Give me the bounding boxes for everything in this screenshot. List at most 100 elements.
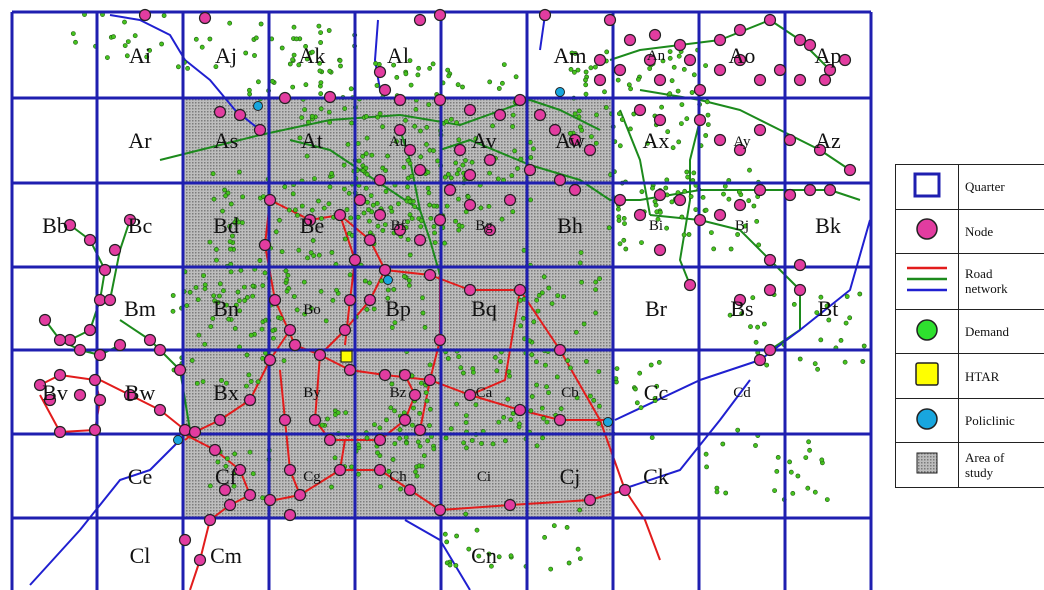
demand-point <box>304 56 310 62</box>
demand-point <box>544 384 549 390</box>
demand-point <box>660 58 666 64</box>
demand-point <box>454 171 460 177</box>
network-node <box>373 463 387 477</box>
demand-point <box>446 73 452 79</box>
demand-point <box>700 194 706 200</box>
demand-point <box>638 405 644 411</box>
demand-point <box>327 184 333 190</box>
network-node <box>353 193 367 207</box>
demand-point <box>616 206 621 212</box>
demand-point <box>541 415 546 421</box>
demand-point <box>382 222 388 227</box>
demand-point <box>634 400 640 406</box>
demand-point <box>534 443 540 449</box>
demand-point <box>422 324 428 330</box>
demand-point <box>844 294 850 299</box>
demand-point <box>577 556 583 561</box>
demand-point <box>392 320 398 325</box>
demand-point <box>255 379 261 385</box>
demand-point <box>747 167 752 173</box>
demand-point <box>405 184 410 190</box>
study-area-cell <box>355 434 441 518</box>
demand-point <box>709 230 714 235</box>
demand-point <box>124 53 130 59</box>
network-node <box>618 483 632 497</box>
demand-point <box>490 123 495 129</box>
demand-point <box>326 28 332 33</box>
network-node <box>593 73 607 87</box>
demand-point <box>356 471 361 477</box>
quarter-label: Br <box>645 296 668 321</box>
demand-point <box>303 44 308 49</box>
demand-point <box>427 362 433 368</box>
network-node <box>373 433 387 447</box>
legend-label-area-of: Area of <box>965 450 1005 466</box>
demand-point <box>803 455 809 460</box>
demand-point <box>363 165 369 171</box>
red-road <box>624 489 661 561</box>
demand-point <box>122 43 128 48</box>
study-area-cell <box>269 98 355 183</box>
demand-point <box>814 310 820 315</box>
quarter-label: Bb <box>42 213 68 238</box>
network-node <box>593 53 607 67</box>
network-node <box>283 323 297 337</box>
demand-point <box>544 419 550 425</box>
demand-point <box>528 197 533 203</box>
demand-point <box>812 361 818 367</box>
demand-point <box>411 405 416 411</box>
demand-point <box>751 203 757 209</box>
network-node <box>463 283 477 297</box>
demand-point <box>377 425 383 431</box>
quarter-label: Bk <box>815 213 841 238</box>
demand-point <box>762 321 767 327</box>
network-node <box>483 223 497 237</box>
demand-point <box>704 464 709 470</box>
demand-point <box>418 128 423 134</box>
demand-point <box>262 270 268 276</box>
demand-point <box>228 201 234 207</box>
demand-point <box>244 383 249 389</box>
demand-point <box>409 173 414 179</box>
demand-point <box>244 352 250 358</box>
network-node <box>53 368 67 382</box>
demand-point <box>223 302 229 308</box>
demand-point <box>826 317 832 323</box>
green-road <box>289 139 421 211</box>
demand-point <box>284 288 290 294</box>
demand-point <box>304 153 310 159</box>
policlinic-marker <box>603 417 613 427</box>
demand-point <box>748 324 753 330</box>
demand-point <box>463 158 468 163</box>
demand-point <box>496 86 502 91</box>
demand-point <box>257 258 263 263</box>
demand-point <box>510 112 516 118</box>
quarter-label: Cd <box>733 385 751 401</box>
demand-point <box>397 435 402 441</box>
quarter-label: Bx <box>213 380 239 405</box>
network-node <box>753 73 767 87</box>
network-node <box>773 63 787 77</box>
demand-point <box>756 242 762 248</box>
network-node <box>138 8 152 22</box>
demand-point <box>621 215 627 221</box>
network-node <box>793 73 807 87</box>
network-node <box>693 213 707 227</box>
network-node <box>733 198 747 212</box>
demand-point <box>318 288 324 294</box>
demand-point <box>316 252 322 258</box>
demand-point <box>527 139 533 145</box>
demand-point <box>617 241 623 247</box>
demand-point <box>502 438 508 444</box>
network-node <box>93 293 107 307</box>
demand-point <box>479 441 484 446</box>
network-node <box>713 208 727 222</box>
demand-point <box>498 359 503 364</box>
demand-point <box>200 379 206 384</box>
demand-point <box>539 290 545 296</box>
demand-point <box>236 169 242 175</box>
quarter-label: Cj <box>560 464 581 489</box>
network-node <box>763 13 777 27</box>
quarter-label: Al <box>387 43 409 68</box>
demand-point <box>568 67 574 72</box>
